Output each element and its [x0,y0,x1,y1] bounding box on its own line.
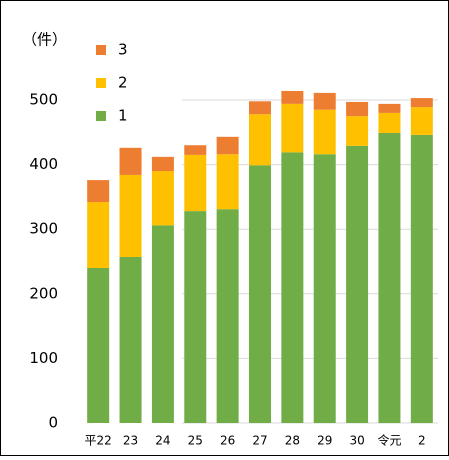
bar-segment [313,109,336,155]
y-tick-label: 300 [29,220,58,238]
bar-segment [87,267,110,423]
bar-segment [249,101,271,115]
y-tick-label: 200 [29,284,58,302]
x-tick-label: 令元 [377,433,401,448]
y-tick-label: 400 [29,155,58,173]
y-tick-label: 100 [29,349,58,367]
bar-segment [410,98,433,108]
legend-label: 2 [118,74,128,92]
x-tick-label: 25 [188,434,203,448]
y-axis-label: （件） [22,31,67,49]
bar-segment [119,147,142,175]
y-tick-label: 500 [29,91,58,109]
bar-segment [151,156,174,172]
y-tick-label: 0 [48,414,58,432]
legend-label: 3 [118,41,128,59]
bar-segment [313,92,336,110]
bar-segment [87,180,110,203]
bar-segment [378,112,401,133]
x-tick-label: 29 [317,434,332,448]
bar-segment [281,103,304,153]
bar-segment [313,154,336,424]
x-tick-label: 26 [220,434,235,448]
bar-segment [184,211,207,423]
legend-swatch [96,111,106,121]
bar-segment [216,209,239,423]
bar-segment [216,154,239,210]
legend-swatch [96,45,106,55]
bar-segment [119,256,142,423]
bar-segment [378,103,401,113]
bar-segment [281,152,304,424]
bar-segment [216,136,239,155]
bar-segment [249,114,271,166]
bar-segment [378,132,401,424]
x-tick-label: 23 [123,434,138,448]
x-tick-label: 30 [349,434,364,448]
bar-segment [184,145,207,155]
bar-segment [151,171,174,226]
x-tick-label: 27 [252,434,267,448]
bar-segment [410,134,433,423]
legend-label: 1 [118,107,128,125]
bar-segment [281,90,304,104]
bar-segment [410,107,433,135]
x-tick-label: 平22 [85,434,112,448]
bar-segment [249,165,271,423]
bar-segment [346,116,369,146]
legend-swatch [96,78,106,88]
x-tick-label: 2 [418,434,426,448]
bar-segment [119,174,142,257]
bar-segment [184,154,207,212]
x-tick-label: 24 [155,434,170,448]
bar-segment [346,101,369,117]
bar-segment [346,145,369,423]
bar-segment [151,225,174,423]
bar-segment [87,202,110,268]
x-tick-label: 28 [285,434,300,448]
